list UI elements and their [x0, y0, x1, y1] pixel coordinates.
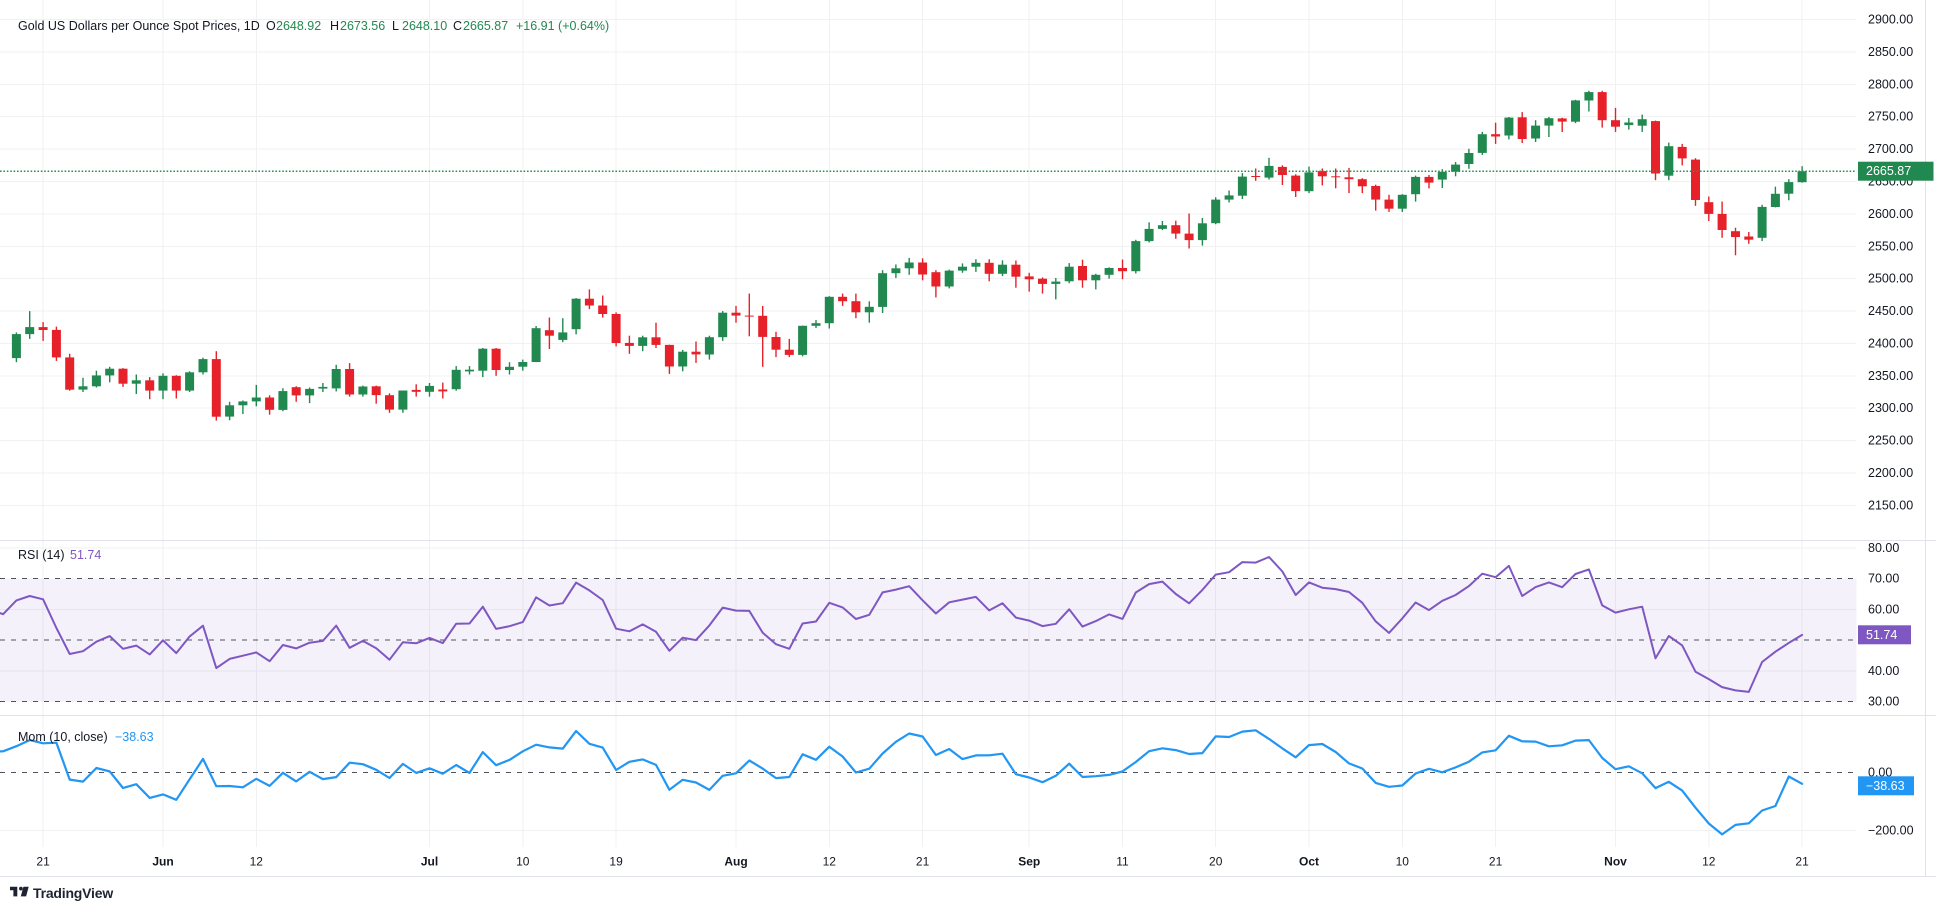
svg-text:TradingView: TradingView — [33, 885, 113, 901]
svg-text:RSI (14): RSI (14) — [18, 548, 65, 562]
svg-text:2250.00: 2250.00 — [1868, 434, 1913, 448]
svg-text:2648.92: 2648.92 — [276, 19, 321, 33]
svg-text:2350.00: 2350.00 — [1868, 369, 1913, 383]
svg-text:C: C — [453, 19, 462, 33]
svg-text:21: 21 — [1489, 855, 1503, 869]
svg-text:0.00: 0.00 — [1868, 766, 1892, 780]
svg-text:21: 21 — [36, 855, 50, 869]
svg-text:2600.00: 2600.00 — [1868, 207, 1913, 221]
svg-text:2550.00: 2550.00 — [1868, 239, 1913, 253]
svg-text:2450.00: 2450.00 — [1868, 304, 1913, 318]
svg-text:21: 21 — [916, 855, 930, 869]
svg-text:Jun: Jun — [152, 855, 173, 869]
svg-text:2665.87: 2665.87 — [463, 19, 508, 33]
svg-text:2648.10: 2648.10 — [402, 19, 447, 33]
svg-text:60.00: 60.00 — [1868, 602, 1899, 616]
svg-text:L: L — [392, 19, 399, 33]
svg-text:Sep: Sep — [1018, 855, 1040, 869]
svg-text:2750.00: 2750.00 — [1868, 110, 1913, 124]
svg-text:2700.00: 2700.00 — [1868, 142, 1913, 156]
svg-text:21: 21 — [1795, 855, 1809, 869]
svg-text:O: O — [266, 19, 276, 33]
svg-text:2900.00: 2900.00 — [1868, 13, 1913, 27]
svg-text:12: 12 — [1702, 855, 1716, 869]
svg-text:10: 10 — [1396, 855, 1410, 869]
svg-text:11: 11 — [1116, 855, 1129, 869]
svg-text:−200.00: −200.00 — [1868, 824, 1914, 838]
svg-text:40.00: 40.00 — [1868, 664, 1899, 678]
svg-text:10: 10 — [516, 855, 530, 869]
svg-text:30.00: 30.00 — [1868, 695, 1899, 709]
svg-text:Jul: Jul — [421, 855, 438, 869]
svg-text:2300.00: 2300.00 — [1868, 401, 1913, 415]
svg-text:2500.00: 2500.00 — [1868, 272, 1913, 286]
svg-text:2800.00: 2800.00 — [1868, 77, 1913, 91]
svg-text:+16.91 (+0.64%): +16.91 (+0.64%) — [516, 19, 609, 33]
svg-text:19: 19 — [609, 855, 623, 869]
svg-text:H: H — [330, 19, 339, 33]
svg-text:−38.63: −38.63 — [115, 730, 154, 744]
svg-text:−38.63: −38.63 — [1866, 779, 1905, 793]
svg-text:12: 12 — [823, 855, 837, 869]
svg-text:Gold US Dollars per Ounce Spot: Gold US Dollars per Ounce Spot Prices, 1… — [18, 19, 260, 33]
svg-text:2850.00: 2850.00 — [1868, 45, 1913, 59]
svg-text:80.00: 80.00 — [1868, 541, 1899, 555]
svg-text:2673.56: 2673.56 — [340, 19, 385, 33]
svg-text:51.74: 51.74 — [70, 548, 101, 562]
svg-text:2665.87: 2665.87 — [1866, 164, 1911, 178]
svg-text:20: 20 — [1209, 855, 1223, 869]
svg-text:70.00: 70.00 — [1868, 572, 1899, 586]
svg-text:2400.00: 2400.00 — [1868, 336, 1913, 350]
svg-text:2150.00: 2150.00 — [1868, 498, 1913, 512]
svg-text:Aug: Aug — [724, 855, 747, 869]
svg-text:51.74: 51.74 — [1866, 628, 1897, 642]
svg-text:Nov: Nov — [1604, 855, 1627, 869]
svg-text:12: 12 — [250, 855, 264, 869]
svg-text:Mom (10, close): Mom (10, close) — [18, 730, 108, 744]
svg-text:2200.00: 2200.00 — [1868, 466, 1913, 480]
svg-text:Oct: Oct — [1299, 855, 1319, 869]
